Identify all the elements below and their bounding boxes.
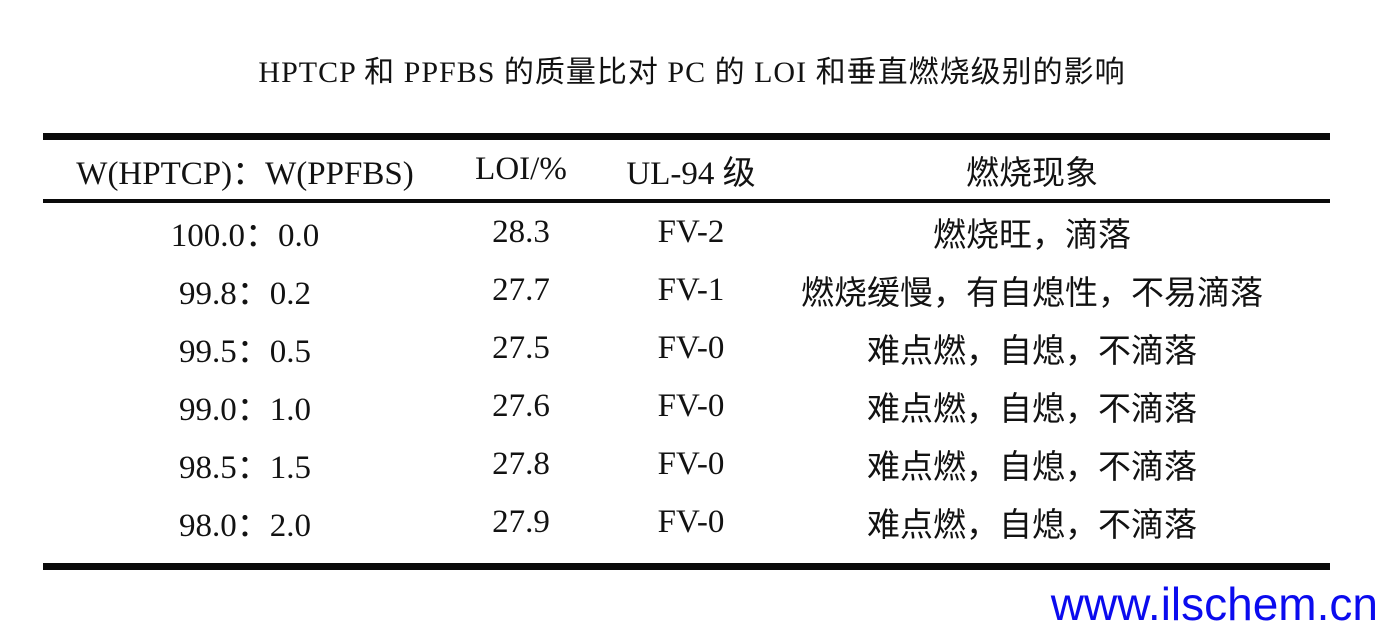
table-row: 98.0：2.0 27.9 FV-0 难点燃，自熄，不滴落 xyxy=(43,493,1330,551)
cell-loi: 27.5 xyxy=(492,329,550,366)
cell-ul94: FV-0 xyxy=(657,387,725,424)
cell-loi: 27.6 xyxy=(492,387,550,424)
cell-phenomenon: 难点燃，自熄，不滴落 xyxy=(867,334,1197,370)
cell-mass-ratio: 98.5：1.5 xyxy=(179,450,311,486)
cell-phenomenon: 燃烧缓慢，有自熄性，不易滴落 xyxy=(801,276,1263,312)
cell-loi: 28.3 xyxy=(492,213,550,250)
cell-mass-ratio: 98.0：2.0 xyxy=(179,508,311,544)
table-title: HPTCP 和 PPFBS 的质量比对 PC 的 LOI 和垂直燃烧级别的影响 xyxy=(258,56,1126,89)
cell-loi: 27.9 xyxy=(492,503,550,540)
data-table: W(HPTCP)：W(PPFBS) LOI/% UL-94 级 燃烧现象 100… xyxy=(43,133,1330,570)
cell-loi: 27.8 xyxy=(492,445,550,482)
cell-phenomenon: 难点燃，自熄，不滴落 xyxy=(867,392,1197,428)
table-row: 99.5：0.5 27.5 FV-0 难点燃，自熄，不滴落 xyxy=(43,319,1330,377)
cell-ul94: FV-0 xyxy=(657,445,725,482)
col-header-ul94: UL-94 级 xyxy=(595,140,787,203)
cell-ul94: FV-0 xyxy=(657,503,725,540)
watermark-url: www.ilschem.cn xyxy=(1050,578,1378,627)
cell-mass-ratio: 99.8：0.2 xyxy=(179,276,311,312)
table-row: 99.0：1.0 27.6 FV-0 难点燃，自熄，不滴落 xyxy=(43,377,1330,435)
col-header-mass-ratio: W(HPTCP)：W(PPFBS) xyxy=(43,140,447,203)
table-row: 99.8：0.2 27.7 FV-1 燃烧缓慢，有自熄性，不易滴落 xyxy=(43,261,1330,319)
cell-mass-ratio: 100.0：0.0 xyxy=(170,218,320,254)
cell-ul94: FV-1 xyxy=(657,271,725,308)
col-header-loi: LOI/% xyxy=(447,140,595,203)
col-header-phenomenon: 燃烧现象 xyxy=(787,140,1330,203)
cell-ul94: FV-0 xyxy=(657,329,725,366)
cell-ul94: FV-2 xyxy=(657,213,725,250)
results-table: W(HPTCP)：W(PPFBS) LOI/% UL-94 级 燃烧现象 100… xyxy=(43,140,1330,551)
table-row: 100.0：0.0 28.3 FV-2 燃烧旺，滴落 xyxy=(43,201,1330,261)
header-row: W(HPTCP)：W(PPFBS) LOI/% UL-94 级 燃烧现象 xyxy=(43,140,1330,203)
cell-loi: 27.7 xyxy=(492,271,550,308)
table-row: 98.5：1.5 27.8 FV-0 难点燃，自熄，不滴落 xyxy=(43,435,1330,493)
cell-mass-ratio: 99.0：1.0 xyxy=(179,392,311,428)
cell-phenomenon: 燃烧旺，滴落 xyxy=(933,218,1131,254)
cell-phenomenon: 难点燃，自熄，不滴落 xyxy=(867,508,1197,544)
cell-mass-ratio: 99.5：0.5 xyxy=(179,334,311,370)
cell-phenomenon: 难点燃，自熄，不滴落 xyxy=(867,450,1197,486)
